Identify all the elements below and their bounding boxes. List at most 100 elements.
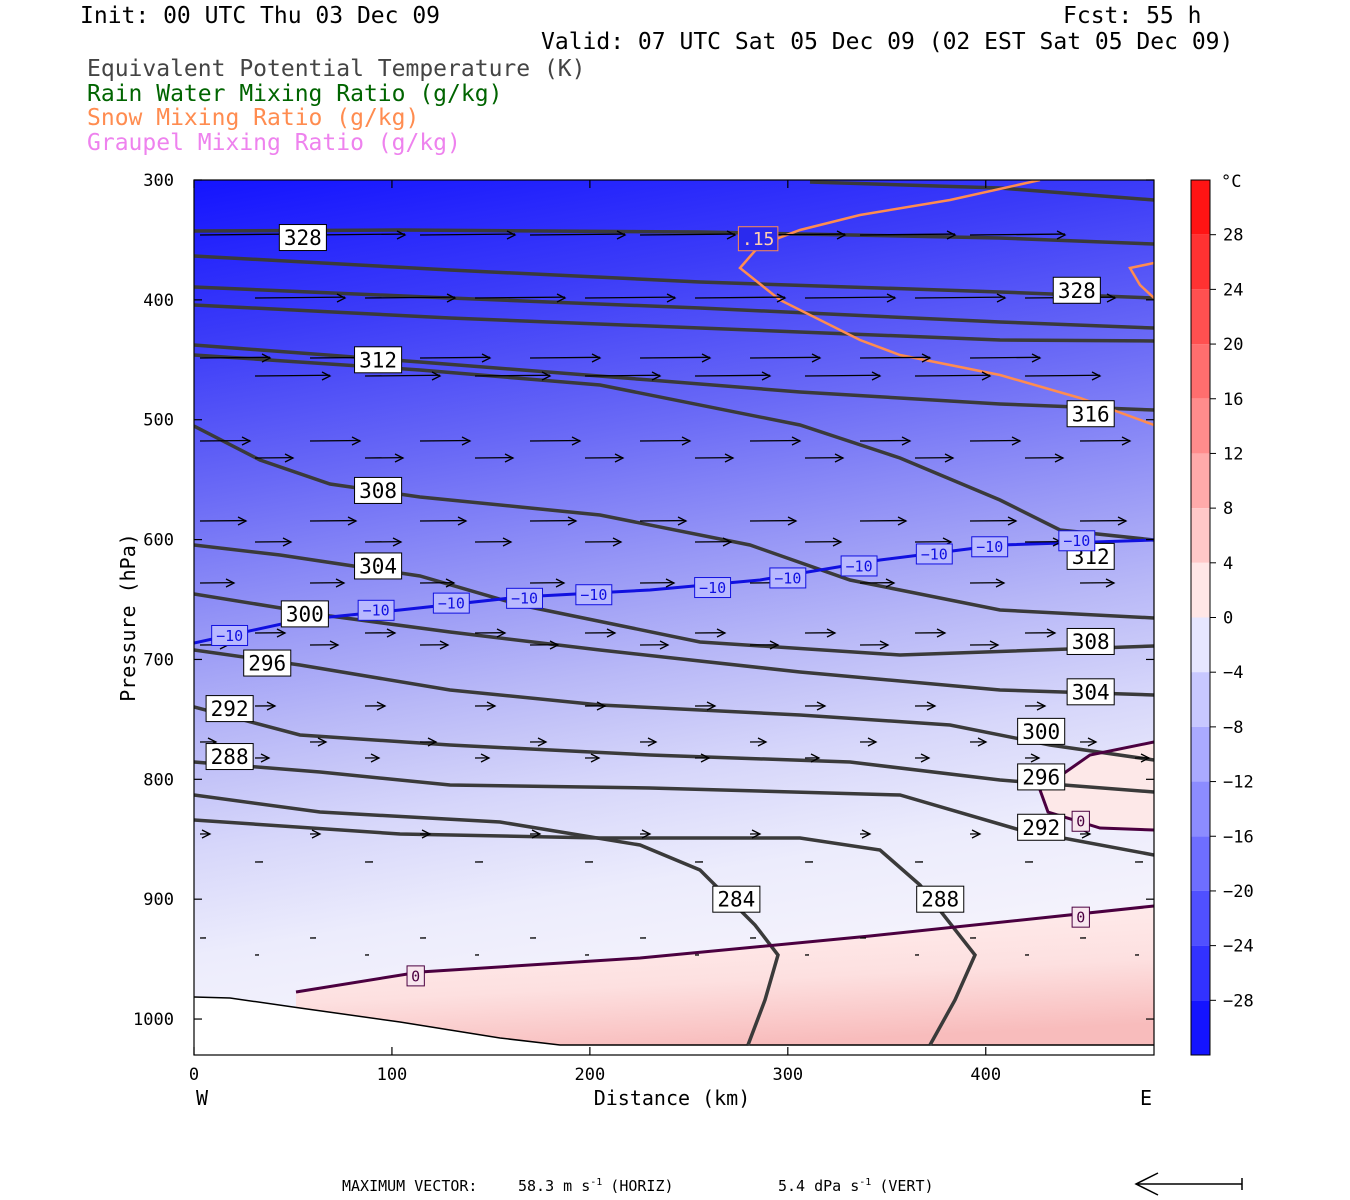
colorbar-segment (1191, 508, 1210, 563)
colorbar-segment (1191, 945, 1210, 1001)
theta-e-label-box (354, 476, 403, 504)
isotherm-label-box (506, 587, 544, 609)
wind-arrow-head (706, 701, 717, 711)
wind-arrow (584, 374, 661, 377)
x-tick-label: 0 (189, 1065, 199, 1085)
colorbar-segment (1191, 180, 1210, 235)
legend-rain-water: Rain Water Mixing Ratio (g/kg) (87, 81, 503, 107)
wind-arrow-head (651, 371, 662, 381)
colorbar-segment (1191, 781, 1210, 837)
colorbar-segment (1191, 562, 1210, 618)
forecast-hour: Fcst: 55 h (1063, 3, 1202, 29)
wind-arrow-head (541, 371, 552, 381)
wind-arrow-head (1056, 230, 1067, 240)
colorbar-segment (1191, 234, 1210, 290)
wind-arrow-head (201, 829, 212, 839)
wind-arrow (749, 439, 801, 442)
wind-arrow-head (421, 829, 432, 839)
wind-arrow (969, 439, 1021, 442)
footer-horiz-value: 58.3 m s (518, 1177, 590, 1195)
wind-arrow-head (826, 628, 837, 638)
wind-arrow-head (726, 230, 737, 240)
isotherm-label: 0 (1076, 909, 1085, 927)
wind-arrow-head (439, 640, 450, 650)
wind-arrow (529, 356, 601, 359)
wind-arrow-head (1036, 701, 1047, 711)
wind-arrow (474, 296, 566, 299)
wind-arrow-head (665, 578, 676, 588)
y-tick-label: 700 (143, 650, 174, 670)
wind-arrow-head (335, 578, 346, 588)
x-tick-label: 200 (575, 1065, 606, 1085)
colorbar-tick-label: 12 (1223, 444, 1243, 464)
wind-arrow (639, 356, 711, 359)
wind-arrow-head (700, 753, 711, 763)
wind-arrow-head (376, 701, 387, 711)
wind-arrow-head (724, 453, 735, 463)
theta-e-label-box (1017, 763, 1066, 791)
theta-e-label-box (1052, 276, 1101, 304)
wind-arrow-head (612, 537, 623, 547)
init-time: Init: 00 UTC Thu 03 Dec 09 (80, 3, 441, 29)
colorbar-tick-label: −16 (1223, 827, 1254, 847)
legend-snow: Snow Mixing Ratio (g/kg) (87, 105, 420, 131)
wind-arrow (1079, 439, 1131, 442)
wind-arrow (584, 296, 676, 299)
wind-arrow-head (1121, 436, 1132, 446)
wind-arrow-head (681, 436, 692, 446)
theta-e-label-box (1017, 717, 1066, 745)
theta-e-label-box (205, 695, 254, 723)
wind-arrow-head (336, 293, 347, 303)
wind-arrow-head (722, 537, 733, 547)
wind-arrow-head (996, 293, 1007, 303)
isotherm-label: 0 (411, 967, 420, 985)
wind-arrow-head (751, 829, 762, 839)
x-tick-label: 400 (970, 1065, 1001, 1085)
wind-arrow-head (834, 453, 845, 463)
wind-arrow-head (641, 829, 652, 839)
wind-arrow-head (317, 737, 328, 747)
colorbar-segment (1191, 890, 1210, 946)
wind-arrow-head (1091, 371, 1102, 381)
wind-arrow (254, 296, 346, 299)
legend-theta-e: Equivalent Potential Temperature (K) (87, 56, 586, 82)
theta-e-label-box (354, 346, 403, 374)
colorbar-tick-label: −12 (1223, 773, 1254, 793)
plot-area (194, 180, 1154, 1055)
theta-e-label: 288 (921, 888, 959, 912)
wind-arrow-head (811, 353, 822, 363)
wind-arrow-head (506, 230, 517, 240)
wind-arrow-head (241, 436, 252, 446)
wind-arrow-head (836, 230, 847, 240)
wind-arrow (639, 439, 691, 442)
colorbar-segment (1191, 726, 1210, 782)
footer-horiz: 58.3 m s-1 (HORIZ) (518, 1177, 674, 1195)
wind-arrow-head (787, 516, 798, 526)
wind-arrow-head (666, 293, 677, 303)
colorbar-segment (1191, 672, 1210, 727)
isotherm-label-box (840, 555, 878, 577)
wind-arrow-head (981, 371, 992, 381)
isotherm-label: 0 (1076, 813, 1085, 831)
colorbar-segment (1191, 289, 1210, 345)
scale-arrow-icon (1134, 1172, 1243, 1196)
wind-arrow-head (995, 578, 1006, 588)
contour-labels: 3283283123163083123043083002963042923002… (205, 224, 1115, 987)
wind-arrow-head (832, 537, 843, 547)
y-axis-label: Pressure (hPa) (116, 533, 140, 702)
theta-e-label-box (1066, 400, 1115, 428)
wind-arrow-head (457, 516, 468, 526)
wind-arrow-head (590, 753, 601, 763)
wind-arrow-head (260, 753, 271, 763)
isotherm-zero (295, 740, 1154, 994)
theta-e-label-box (278, 224, 327, 252)
theta-e-label: 296 (248, 652, 286, 676)
colorbar-segment (1191, 617, 1210, 673)
wind-arrow-head (867, 737, 878, 747)
axes: 300 400 500 600 700 800 900 1000 0 100 200 300 400 Di… (116, 171, 1154, 1110)
wind-arrow-head (1031, 353, 1042, 363)
wind-arrow-head (445, 578, 456, 588)
wind-arrow (914, 374, 991, 377)
wind-arrow-head (321, 371, 332, 381)
colorbar-tick-label: −4 (1223, 663, 1243, 683)
